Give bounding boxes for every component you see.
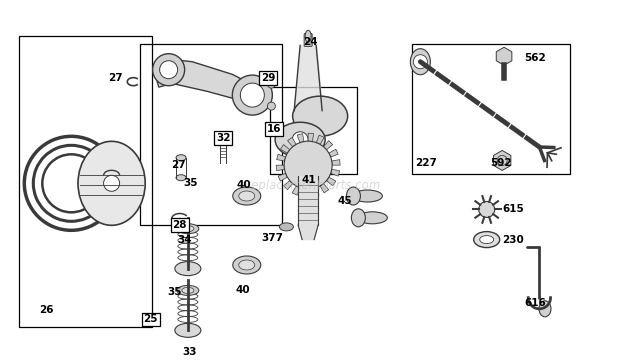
Bar [270,87,356,174]
Text: 230: 230 [502,234,524,245]
Text: 25: 25 [143,314,158,325]
Text: 40: 40 [237,180,252,190]
Text: 227: 227 [415,158,437,168]
Polygon shape [320,184,329,193]
Polygon shape [283,180,293,190]
Text: 41: 41 [301,175,316,185]
Circle shape [267,80,275,88]
Text: 616: 616 [524,298,546,308]
Polygon shape [276,165,285,171]
Polygon shape [327,177,336,186]
Circle shape [159,61,178,79]
Ellipse shape [177,224,199,234]
Polygon shape [324,140,333,150]
Ellipse shape [232,187,261,205]
Ellipse shape [474,232,500,248]
Text: ereplacementparts.com: ereplacementparts.com [239,179,381,192]
Ellipse shape [78,141,145,225]
Bar [19,36,152,327]
Ellipse shape [177,285,199,295]
Ellipse shape [352,190,383,202]
Text: 29: 29 [260,73,275,83]
Text: 35: 35 [167,287,182,297]
Text: 28: 28 [172,220,187,230]
Ellipse shape [539,301,551,317]
Polygon shape [154,59,260,102]
Text: 615: 615 [502,204,524,214]
Circle shape [414,55,427,69]
Bar [412,44,570,174]
Text: 592: 592 [490,158,511,168]
Ellipse shape [176,155,186,161]
Text: 24: 24 [303,37,317,47]
Circle shape [292,132,308,148]
Text: 45: 45 [337,196,352,207]
Circle shape [104,175,120,191]
Polygon shape [329,149,339,157]
Polygon shape [303,189,308,197]
Ellipse shape [357,212,388,224]
Polygon shape [312,188,319,197]
Polygon shape [277,154,286,161]
Text: 377: 377 [262,233,283,243]
Bar [140,44,282,225]
Text: 27: 27 [171,160,186,170]
Ellipse shape [182,287,194,293]
Text: 32: 32 [216,133,231,143]
Polygon shape [308,133,314,142]
Ellipse shape [410,49,430,75]
Ellipse shape [239,260,255,270]
Circle shape [232,75,272,115]
Polygon shape [280,144,290,153]
Circle shape [241,83,264,107]
Ellipse shape [347,187,360,205]
Polygon shape [288,138,296,147]
Polygon shape [278,174,287,181]
Circle shape [153,54,185,86]
Text: 27: 27 [108,73,123,83]
Polygon shape [292,186,300,195]
Text: 40: 40 [236,285,250,295]
Text: 562: 562 [524,53,546,63]
Ellipse shape [175,323,201,337]
Circle shape [479,201,495,217]
Ellipse shape [293,96,348,136]
Circle shape [284,141,332,189]
FancyBboxPatch shape [218,136,228,144]
Polygon shape [297,134,304,143]
Circle shape [267,102,275,110]
Polygon shape [330,169,340,176]
FancyBboxPatch shape [304,33,312,46]
Ellipse shape [305,30,311,42]
Ellipse shape [280,223,293,231]
Polygon shape [332,160,340,165]
Text: 26: 26 [39,305,54,315]
Ellipse shape [480,236,494,244]
Ellipse shape [176,175,186,181]
Text: 35: 35 [183,178,197,188]
Ellipse shape [182,226,194,232]
Ellipse shape [232,256,261,274]
Ellipse shape [239,191,255,201]
Ellipse shape [175,262,201,276]
Ellipse shape [352,209,365,227]
Text: 34: 34 [177,234,192,245]
Text: 16: 16 [267,124,281,134]
Ellipse shape [275,122,325,157]
Polygon shape [298,225,318,240]
Text: 33: 33 [182,347,197,357]
Polygon shape [316,135,324,144]
